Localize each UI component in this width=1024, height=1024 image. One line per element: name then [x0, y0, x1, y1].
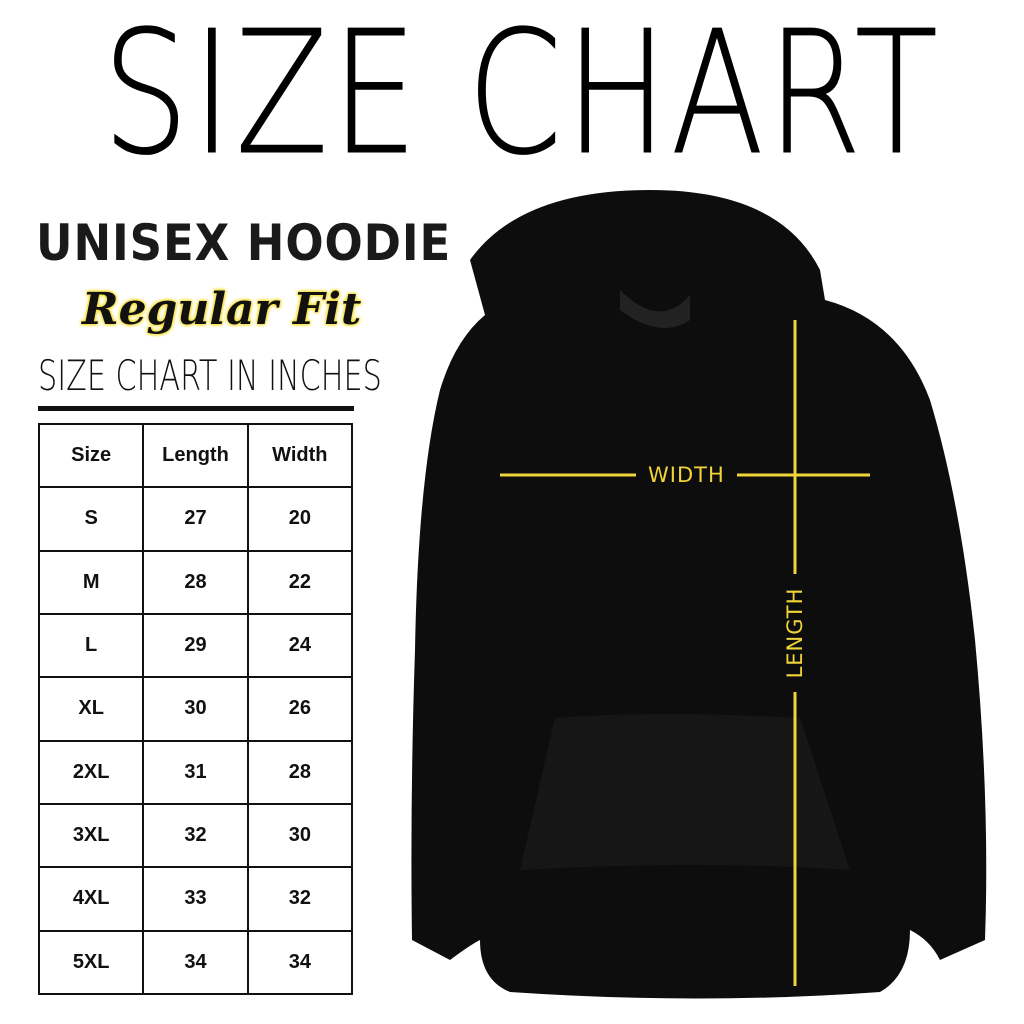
size-cell: S	[37, 486, 145, 552]
width-cell: 32	[246, 866, 354, 932]
length-cell: 32	[142, 802, 249, 869]
size-cell: 4XL	[37, 866, 145, 932]
table-row: 2XL 31 28	[37, 739, 354, 805]
width-cell: 34	[246, 929, 354, 996]
unit-heading: SIZE CHART IN INCHES	[38, 351, 382, 400]
table-row: L 29 24	[37, 612, 354, 679]
width-cell: 28	[246, 739, 354, 805]
header-cell: Length	[142, 422, 249, 489]
length-cell: 30	[142, 676, 249, 742]
width-cell: 22	[246, 549, 354, 615]
page-title: SIZE CHART	[102, 0, 942, 193]
size-cell: XL	[37, 676, 145, 742]
width-cell: 26	[246, 676, 354, 742]
width-cell: 20	[246, 486, 354, 552]
header-cell: Width	[246, 422, 354, 489]
length-cell: 34	[142, 929, 249, 996]
width-cell: 30	[246, 802, 354, 869]
table-row: S 27 20	[37, 486, 354, 552]
size-cell: 5XL	[37, 929, 145, 996]
heading-underline	[38, 406, 354, 411]
length-cell: 28	[142, 549, 249, 615]
size-cell: L	[37, 612, 145, 679]
length-cell: 31	[142, 739, 249, 805]
size-cell: 2XL	[37, 739, 145, 805]
width-cell: 24	[246, 612, 354, 679]
product-name: UNISEX HOODIE	[36, 214, 452, 272]
hoodie-neck	[620, 290, 690, 328]
length-cell: 29	[142, 612, 249, 679]
table-row: 5XL 34 34	[37, 929, 354, 996]
hoodie-pocket	[520, 714, 850, 870]
fit-label: Regular Fit	[82, 284, 362, 335]
size-table: Size Length Width S 27 20 M 28 22 L 29 24 XL 30 26 2…	[37, 422, 354, 996]
hoodie-silhouette	[411, 190, 987, 999]
table-row: 3XL 32 30	[37, 802, 354, 869]
table-row: 4XL 33 32	[37, 866, 354, 932]
table-row: M 28 22	[37, 549, 354, 615]
length-cell: 27	[142, 486, 249, 552]
hoodie-image	[411, 190, 987, 999]
length-label: LENGTH	[783, 587, 807, 679]
table-row: XL 30 26	[37, 676, 354, 742]
width-label: WIDTH	[648, 463, 725, 487]
size-cell: M	[37, 549, 145, 615]
header-cell: Size	[37, 422, 145, 489]
table-header-row: Size Length Width	[37, 422, 354, 489]
length-cell: 33	[142, 866, 249, 932]
size-cell: 3XL	[37, 802, 145, 869]
